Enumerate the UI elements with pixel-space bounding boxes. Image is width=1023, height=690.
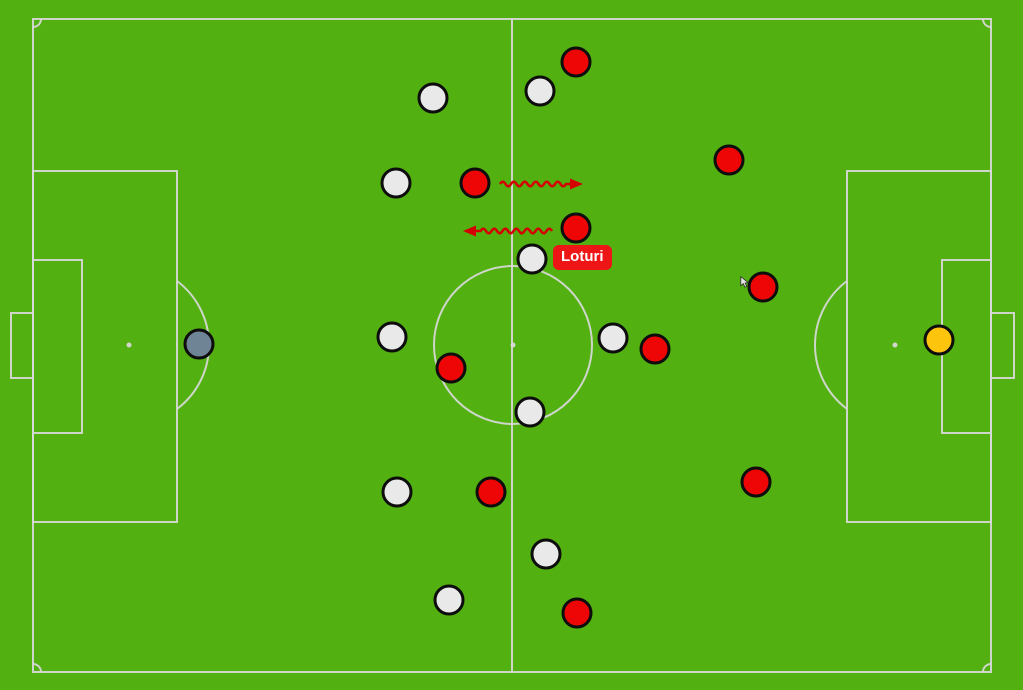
player-token-white[interactable] (417, 82, 449, 114)
corner-arc-top-right (982, 18, 992, 28)
penalty-spot-right (892, 342, 898, 348)
player-token-red[interactable] (713, 144, 745, 176)
player-token-red[interactable] (560, 212, 592, 244)
player-token-red[interactable] (475, 476, 507, 508)
player-token-red[interactable] (435, 352, 467, 384)
player-token-white[interactable] (433, 584, 465, 616)
player-token-white[interactable] (380, 167, 412, 199)
player-token-white[interactable] (376, 321, 408, 353)
goal-left (10, 312, 34, 379)
player-token-red[interactable] (639, 333, 671, 365)
player-token-white[interactable] (597, 322, 629, 354)
mouse-cursor-icon (740, 276, 750, 288)
player-token-red[interactable] (561, 597, 593, 629)
player-token-red[interactable] (459, 167, 491, 199)
player-token-white[interactable] (530, 538, 562, 570)
center-spot (510, 342, 516, 348)
player-token-white[interactable] (381, 476, 413, 508)
penalty-spot-left (126, 342, 132, 348)
player-token-red[interactable] (747, 271, 779, 303)
player-token-white[interactable] (516, 243, 548, 275)
goalkeeper-token-keeper_right[interactable] (923, 324, 955, 356)
movement-arrow-right[interactable] (498, 178, 583, 190)
goal-right (990, 312, 1015, 379)
corner-arc-top-left (32, 18, 42, 28)
player-token-red[interactable] (740, 466, 772, 498)
penalty-arc-right (814, 280, 848, 410)
corner-arc-bottom-left (32, 663, 42, 673)
player-token-white[interactable] (514, 396, 546, 428)
center-circle (433, 265, 593, 425)
player-token-red[interactable] (560, 46, 592, 78)
loturi-label[interactable]: Loturi (553, 245, 612, 270)
player-token-white[interactable] (524, 75, 556, 107)
goalkeeper-token-keeper_left[interactable] (183, 328, 215, 360)
movement-arrow-left[interactable] (463, 225, 554, 237)
corner-arc-bottom-right (982, 663, 992, 673)
